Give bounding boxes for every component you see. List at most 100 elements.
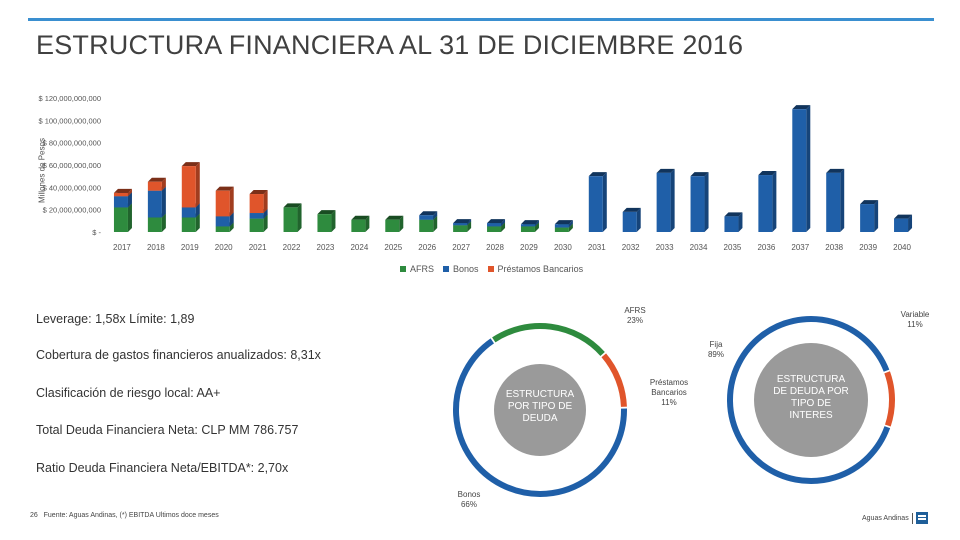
bar-prestamos-2019 [181, 166, 196, 208]
bar-bonos-2018 [147, 190, 162, 218]
bar-top-bonos-2031 [588, 172, 607, 177]
bar-top-prestamos-2021 [249, 190, 268, 195]
bar-side-prestamos-2017 [127, 188, 132, 197]
x-tick-label: 2023 [317, 243, 335, 252]
bar-bonos-2037 [792, 109, 807, 232]
x-tick-label: 2036 [757, 243, 775, 252]
bar-afrs-2028 [487, 226, 502, 232]
bar-side-bonos-2017 [127, 192, 132, 208]
bar-prestamos-2018 [147, 181, 162, 191]
legend-item-afrs: AFRS [400, 264, 434, 274]
donut-slice-afrs [492, 323, 605, 357]
bar-top-bonos-2040 [894, 214, 913, 219]
donut-slice-prestamos [601, 353, 627, 407]
bar-bonos-2034 [690, 176, 705, 232]
bar-top-bonos-2030 [554, 220, 573, 225]
bar-bonos-2019 [181, 207, 196, 218]
bar-side-afrs-2018 [161, 213, 166, 232]
bar-prestamos-2020 [215, 190, 230, 217]
bar-top-bonos-2033 [656, 168, 675, 173]
bar-side-afrs-2025 [399, 215, 404, 232]
bar-side-bonos-2019 [195, 203, 200, 218]
bar-side-afrs-2024 [365, 215, 370, 232]
metric-net-debt: Total Deuda Financiera Neta: CLP MM 786.… [36, 423, 299, 437]
bar-afrs-2027 [453, 225, 468, 232]
y-tick-label: $ 120,000,000,000 [38, 94, 101, 103]
brand-name: Aguas Andinas [862, 514, 909, 522]
y-tick-label: $ - [92, 228, 101, 237]
x-tick-label: 2034 [690, 243, 708, 252]
bar-bonos-2028 [487, 223, 502, 227]
bar-top-bonos-2039 [860, 200, 879, 205]
x-tick-label: 2026 [418, 243, 436, 252]
bar-top-bonos-2034 [690, 172, 709, 177]
bar-bonos-2021 [249, 213, 264, 219]
y-tick-label: $ 80,000,000,000 [43, 139, 101, 148]
metric-leverage: Leverage: 1,58x Límite: 1,89 [36, 312, 195, 326]
y-tick-label: $ 60,000,000,000 [43, 161, 101, 170]
bar-afrs-2025 [385, 219, 400, 232]
x-tick-label: 2019 [181, 243, 199, 252]
x-tick-label: 2025 [384, 243, 402, 252]
x-tick-label: 2035 [724, 243, 742, 252]
x-tick-label: 2021 [249, 243, 267, 252]
donut-slice-variable [884, 371, 895, 427]
donut-interes-center-label: ESTRUCTURA DE DEUDA POR TIPO DE INTERES [773, 374, 849, 421]
bar-side-bonos-2040 [908, 214, 913, 232]
bar-bonos-2036 [758, 175, 773, 232]
bar-top-bonos-2038 [826, 168, 845, 173]
bar-side-bonos-2029 [534, 220, 539, 227]
bar-bonos-2032 [622, 211, 637, 232]
donut-tipo-center-disc [494, 364, 586, 456]
bar-bonos-2031 [588, 176, 603, 232]
bar-bonos-2029 [520, 224, 535, 227]
bar-afrs-2029 [520, 226, 535, 232]
y-tick-label: $ 20,000,000,000 [43, 206, 101, 215]
x-tick-label: 2039 [859, 243, 877, 252]
bar-bonos-2040 [894, 218, 909, 232]
bar-top-bonos-2035 [724, 212, 743, 217]
bar-side-afrs-2017 [127, 203, 132, 232]
bar-prestamos-2021 [249, 194, 264, 214]
bar-side-bonos-2036 [772, 171, 777, 232]
y-tick-label: $ 100,000,000,000 [38, 116, 101, 125]
bar-top-bonos-2029 [520, 220, 539, 225]
legend-label-afrs: AFRS [410, 264, 435, 274]
bar-bonos-2035 [724, 216, 739, 232]
donut-tipo-center-label: ESTRUCTURA POR TIPO DE DEUDA [505, 389, 575, 424]
x-tick-label: 2017 [113, 243, 131, 252]
bar-bonos-2020 [215, 216, 230, 227]
label-afrs-pct: AFRS 23% [624, 306, 646, 325]
bar-top-prestamos-2020 [215, 186, 234, 191]
x-tick-label: 2022 [283, 243, 301, 252]
bar-top-prestamos-2019 [181, 162, 200, 167]
x-tick-label: 2018 [147, 243, 165, 252]
bar-afrs-2024 [351, 219, 366, 232]
bar-side-afrs-2023 [331, 210, 336, 232]
legend-swatch-prestamos [487, 266, 494, 272]
metric-rating: Clasificación de riesgo local: AA+ [36, 386, 221, 400]
bar-side-bonos-2032 [636, 207, 641, 232]
bar-top-bonos-2036 [758, 171, 777, 176]
bar-prestamos-2017 [113, 192, 128, 197]
bar-afrs-2017 [113, 207, 128, 232]
x-tick-label: 2020 [215, 243, 233, 252]
y-tick-label: $ 40,000,000,000 [43, 183, 101, 192]
bar-side-bonos-2030 [568, 220, 573, 228]
x-tick-label: 2038 [825, 243, 843, 252]
bar-afrs-2021 [249, 218, 264, 232]
chart-legend: AFRS Bonos Préstamos Bancarios [400, 264, 583, 274]
bar-top-prestamos-2017 [113, 188, 132, 193]
bar-top-afrs-2022 [283, 203, 302, 208]
bar-side-afrs-2029 [534, 222, 539, 232]
bar-afrs-2020 [215, 226, 230, 232]
bar-bonos-2017 [113, 196, 128, 208]
bar-top-prestamos-2018 [147, 177, 166, 182]
bar-side-bonos-2020 [229, 212, 234, 227]
footer-brand: Aguas Andinas [862, 512, 928, 524]
legend-swatch-bonos [443, 266, 450, 272]
bar-bonos-2026 [419, 215, 434, 220]
legend-item-bonos: Bonos [443, 264, 479, 274]
label-bonos-pct: Bonos 66% [457, 490, 481, 509]
